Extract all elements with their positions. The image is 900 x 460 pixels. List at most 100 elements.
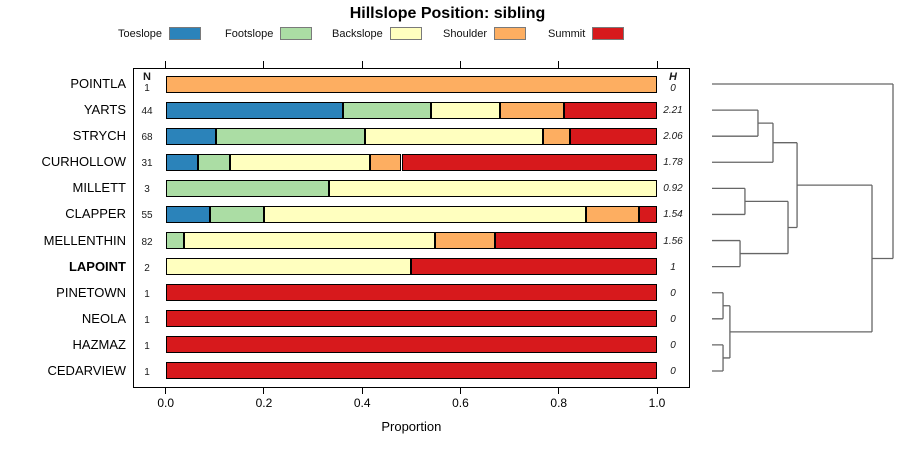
bar-segment-shoulder (542, 127, 570, 145)
h-value-yarts: 2.21 (663, 105, 683, 117)
bar-row-lapoint (165, 258, 657, 276)
row-label-mellenthin: MELLENTHIN (43, 232, 126, 248)
n-value-curhollow: 31 (141, 158, 153, 170)
n-value-clapper: 55 (141, 210, 153, 222)
legend-label: Summit (548, 27, 586, 40)
bar-segment-backslope (364, 127, 543, 145)
bar-segment-shoulder (369, 153, 402, 171)
bar-row-pinetown (165, 284, 657, 302)
n-value-cedarview: 1 (144, 366, 150, 378)
x-tick-label: 0.4 (353, 396, 371, 410)
n-value-millett: 3 (144, 184, 150, 196)
legend-swatch (592, 27, 625, 40)
bar-segment-footslope (197, 153, 230, 171)
row-label-lapoint: LAPOINT (68, 258, 126, 274)
legend-swatch (494, 27, 527, 40)
bar-segment-toeslope (165, 205, 211, 223)
x-tick-label: 1.0 (648, 396, 666, 410)
legend-item-toeslope: Toeslope (118, 26, 202, 41)
bar-segment-summit (570, 127, 657, 145)
legend-item-footslope: Footslope (225, 26, 313, 41)
h-value-clapper: 1.54 (663, 209, 683, 221)
n-value-hazmaz: 1 (144, 340, 150, 352)
h-value-millett: 0.92 (663, 183, 683, 195)
n-value-yarts: 44 (141, 106, 153, 118)
bar-segment-summit (563, 101, 657, 119)
row-label-strych: STRYCH (72, 128, 126, 144)
x-tick-label: 0.2 (255, 396, 273, 410)
x-tick-bottom (361, 388, 363, 394)
legend-label: Backslope (332, 27, 383, 40)
legend-swatch (169, 27, 202, 40)
bar-segment-summit (165, 336, 657, 354)
h-value-pinetown: 0 (670, 287, 676, 299)
x-tick-bottom (459, 388, 461, 394)
x-tick-label: 0.0 (157, 396, 175, 410)
bar-segment-backslope (430, 101, 500, 119)
x-tick-label: 0.6 (452, 396, 469, 410)
h-value-strych: 2.06 (663, 131, 683, 143)
chart-title: Hillslope Position: sibling (349, 5, 546, 22)
bar-segment-toeslope (165, 153, 198, 171)
bar-row-yarts (165, 101, 657, 119)
row-label-pointla: POINTLA (70, 76, 126, 91)
bar-segment-summit (411, 258, 657, 276)
bar-row-millett (165, 179, 657, 197)
n-value-lapoint: 2 (144, 262, 150, 274)
n-value-mellenthin: 82 (141, 236, 153, 248)
legend-label: Footslope (225, 27, 274, 40)
x-tick-bottom (656, 388, 658, 394)
bar-segment-shoulder (165, 75, 657, 93)
bar-segment-shoulder (585, 205, 640, 223)
row-label-clapper: CLAPPER (65, 206, 126, 222)
row-label-curhollow: CURHOLLOW (41, 154, 126, 170)
legend-swatch (280, 27, 313, 40)
bar-segment-backslope (229, 153, 370, 171)
bar-row-neola (165, 310, 657, 328)
bar-segment-footslope (216, 127, 365, 145)
bar-segment-backslope (165, 258, 412, 276)
h-value-curhollow: 1.78 (663, 157, 683, 169)
h-value-hazmaz: 0 (670, 339, 676, 351)
legend-item-shoulder: Shoulder (443, 26, 527, 41)
bar-row-clapper (165, 205, 657, 223)
n-value-strych: 68 (141, 132, 153, 144)
x-tick-bottom (165, 388, 167, 394)
h-value-cedarview: 0 (670, 365, 676, 377)
bar-segment-footslope (165, 232, 184, 250)
x-tick-bottom (263, 388, 265, 394)
row-label-cedarview: CEDARVIEW (47, 362, 127, 378)
bar-segment-shoulder (435, 232, 496, 250)
bar-segment-footslope (165, 179, 330, 197)
x-tick-top (263, 61, 265, 68)
bar-segment-footslope (342, 101, 431, 119)
bar-segment-summit (401, 153, 657, 171)
legend-swatch (389, 27, 422, 40)
bar-segment-summit (639, 205, 657, 223)
h-value-lapoint: 1 (670, 261, 676, 273)
bar-segment-backslope (263, 205, 586, 223)
x-tick-top (361, 61, 363, 68)
h-value-mellenthin: 1.56 (663, 235, 683, 247)
x-axis-title: Proportion (381, 419, 442, 434)
row-label-millett: MILLETT (72, 180, 126, 196)
bar-row-mellenthin (165, 232, 657, 250)
n-value-pinetown: 1 (144, 288, 150, 300)
legend-label: Toeslope (118, 27, 163, 40)
bar-segment-toeslope (165, 127, 217, 145)
bar-segment-backslope (329, 179, 657, 197)
row-label-neola: NEOLA (81, 310, 126, 326)
bar-segment-shoulder (499, 101, 564, 119)
bar-row-pointla (165, 75, 657, 93)
bar-segment-summit (495, 232, 657, 250)
dendrogram-lines (712, 83, 894, 372)
x-tick-top (459, 61, 461, 68)
legend-label: Shoulder (443, 27, 488, 40)
legend-item-summit: Summit (548, 26, 625, 41)
x-tick-bottom (558, 388, 560, 394)
row-label-pinetown: PINETOWN (56, 284, 126, 300)
